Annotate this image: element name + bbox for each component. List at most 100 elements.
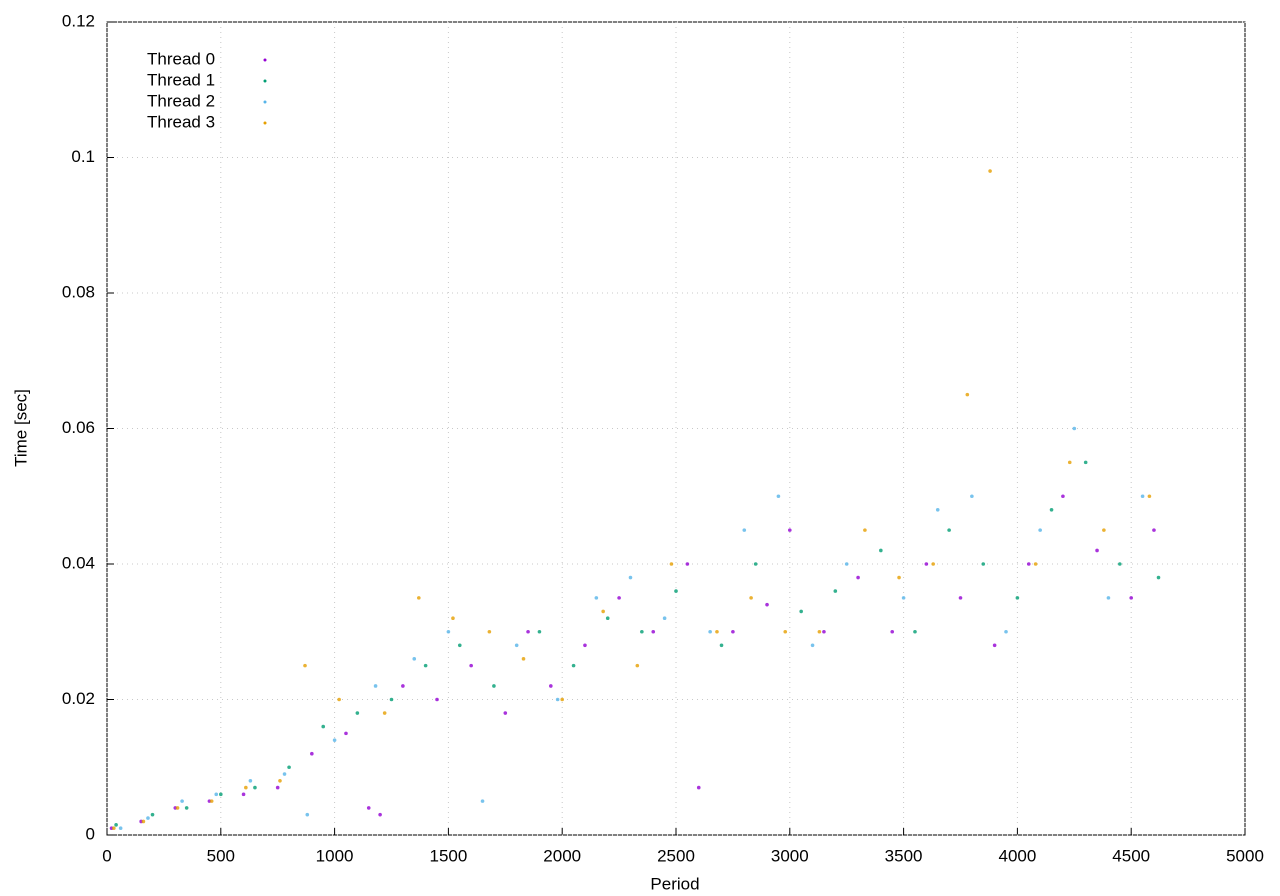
- point: [378, 812, 382, 817]
- point: [337, 697, 341, 702]
- point: [935, 508, 940, 512]
- point: [715, 629, 719, 634]
- point: [457, 643, 462, 648]
- point: [776, 494, 781, 499]
- point: [833, 589, 838, 593]
- legend-swatch: [263, 58, 267, 62]
- point: [958, 596, 963, 600]
- point: [435, 697, 439, 702]
- y-tick-label: 0.12: [62, 11, 95, 30]
- point: [537, 629, 542, 634]
- x-tick-label: 3000: [771, 846, 809, 865]
- point: [150, 812, 155, 817]
- point: [401, 684, 405, 688]
- point: [1118, 562, 1122, 566]
- point: [366, 806, 371, 810]
- point: [696, 785, 701, 790]
- point: [970, 494, 974, 499]
- point: [480, 799, 485, 803]
- point: [389, 697, 394, 702]
- point: [241, 792, 246, 797]
- point: [931, 562, 935, 566]
- point: [184, 806, 189, 810]
- point: [662, 616, 667, 620]
- point: [788, 528, 792, 532]
- point: [310, 751, 314, 756]
- point: [879, 548, 883, 553]
- point: [344, 731, 348, 736]
- point: [1102, 528, 1106, 532]
- point: [799, 609, 803, 614]
- x-tick-label: 1000: [316, 846, 354, 865]
- point: [981, 562, 986, 566]
- point: [373, 684, 378, 688]
- point: [118, 826, 123, 831]
- point: [1095, 548, 1099, 553]
- point: [1026, 562, 1031, 566]
- point: [1049, 508, 1054, 512]
- y-tick-label: 0.02: [62, 689, 95, 708]
- point: [628, 575, 633, 580]
- point: [514, 643, 519, 648]
- point: [890, 629, 895, 634]
- point: [244, 785, 248, 790]
- point: [112, 826, 116, 831]
- point: [487, 629, 492, 634]
- point: [640, 629, 644, 634]
- point: [219, 792, 223, 797]
- point: [1129, 596, 1133, 600]
- point: [897, 575, 901, 580]
- point: [1156, 575, 1161, 580]
- point: [594, 596, 599, 600]
- point: [731, 629, 735, 634]
- x-tick-label: 4000: [998, 846, 1036, 865]
- point: [742, 528, 747, 532]
- point: [708, 629, 712, 634]
- point: [492, 684, 496, 688]
- legend-label: Thread 1: [147, 70, 215, 89]
- point: [1152, 528, 1156, 532]
- point: [651, 629, 656, 634]
- point: [1106, 596, 1111, 600]
- point: [275, 785, 280, 790]
- point: [321, 724, 326, 729]
- point: [355, 711, 360, 715]
- point: [924, 562, 929, 566]
- point: [253, 785, 257, 790]
- y-axis-label: Time [sec]: [11, 389, 30, 467]
- point: [822, 629, 826, 634]
- point: [783, 629, 788, 634]
- point: [175, 806, 180, 810]
- point: [1061, 494, 1065, 499]
- point: [901, 596, 906, 600]
- point: [451, 616, 455, 620]
- point: [685, 562, 690, 566]
- point: [753, 562, 758, 566]
- legend-label: Thread 3: [147, 112, 215, 131]
- point: [635, 663, 640, 668]
- point: [114, 823, 118, 827]
- point: [605, 616, 610, 620]
- point: [469, 663, 473, 668]
- point: [209, 799, 214, 803]
- point: [141, 819, 146, 824]
- y-tick-label: 0.04: [62, 553, 95, 572]
- point: [1140, 494, 1145, 499]
- point: [810, 643, 815, 648]
- x-axis-label: Period: [650, 874, 699, 893]
- point: [1067, 460, 1072, 465]
- point: [719, 643, 724, 648]
- point: [305, 812, 310, 817]
- legend-swatch: [263, 79, 267, 83]
- point: [617, 596, 621, 600]
- point: [503, 711, 508, 715]
- y-tick-label: 0.1: [71, 147, 95, 166]
- point: [417, 596, 421, 600]
- point: [1038, 528, 1042, 532]
- y-tick-label: 0.06: [62, 418, 95, 437]
- point: [913, 629, 917, 634]
- point: [446, 629, 451, 634]
- point: [180, 799, 184, 803]
- point: [549, 684, 553, 688]
- point: [583, 643, 587, 648]
